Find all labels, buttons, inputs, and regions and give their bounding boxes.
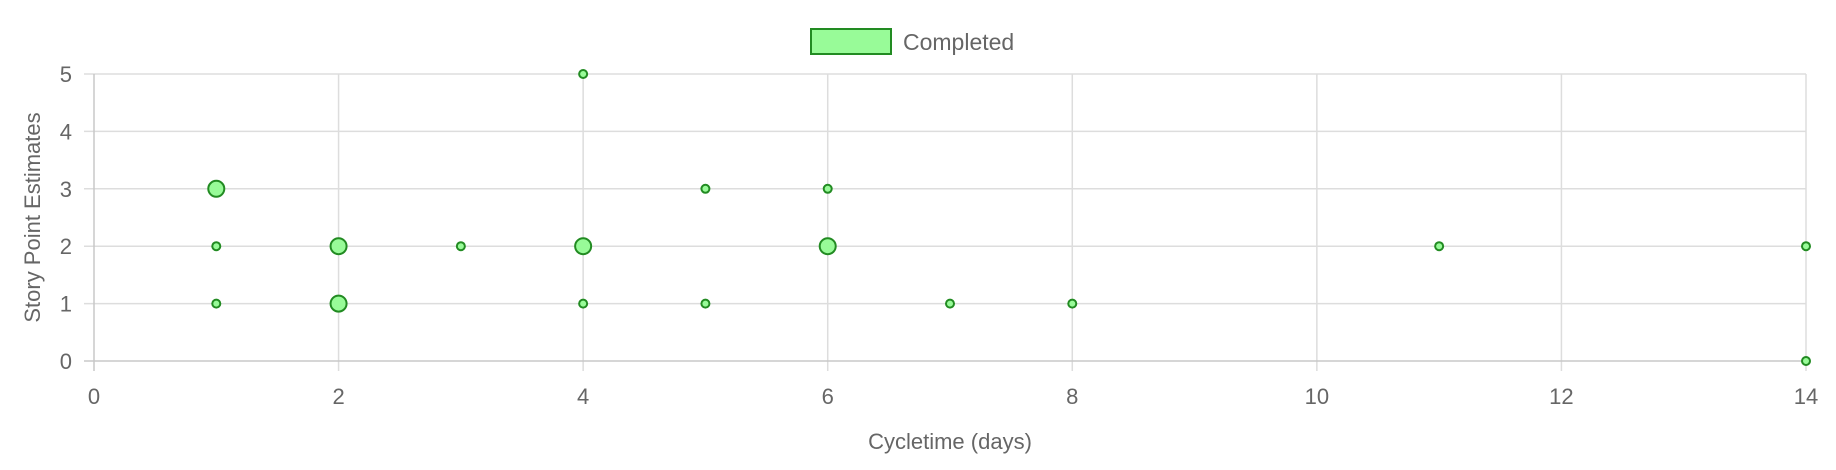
legend-label[interactable]: Completed <box>903 29 1014 55</box>
y-tick-label: 3 <box>60 177 72 202</box>
x-tick-label: 10 <box>1305 384 1329 409</box>
x-tick-label: 12 <box>1549 384 1573 409</box>
data-point[interactable] <box>822 183 833 194</box>
data-point[interactable] <box>700 183 711 194</box>
y-tick-label: 5 <box>60 62 72 87</box>
data-point[interactable] <box>211 298 222 309</box>
data-point[interactable] <box>1801 241 1811 252</box>
data-point[interactable] <box>1434 241 1445 252</box>
data-point[interactable] <box>207 179 226 198</box>
x-tick-label: 4 <box>577 384 589 409</box>
data-point[interactable] <box>329 237 348 256</box>
x-tick-label: 6 <box>822 384 834 409</box>
x-tick-label: 14 <box>1794 384 1818 409</box>
axes <box>84 74 1806 371</box>
grid-lines <box>84 73 1807 371</box>
data-point[interactable] <box>574 237 593 256</box>
data-point[interactable] <box>1067 298 1078 309</box>
legend-swatch[interactable] <box>810 28 892 55</box>
y-tick-label: 4 <box>60 119 72 144</box>
data-point[interactable] <box>818 237 837 256</box>
x-tick-label: 0 <box>88 384 100 409</box>
data-point[interactable] <box>455 241 466 252</box>
y-tick-label: 2 <box>60 234 72 259</box>
x-tick-label: 2 <box>332 384 344 409</box>
legend[interactable]: Completed <box>810 28 1014 55</box>
x-tick-label: 8 <box>1066 384 1078 409</box>
data-point[interactable] <box>329 294 348 313</box>
y-tick-label: 0 <box>60 349 72 374</box>
data-point[interactable] <box>578 69 589 79</box>
data-points <box>207 69 1811 366</box>
data-point[interactable] <box>578 298 589 309</box>
data-point[interactable] <box>700 298 711 309</box>
y-tick-label: 1 <box>60 292 72 317</box>
data-point[interactable] <box>945 298 955 309</box>
data-point[interactable] <box>211 241 222 252</box>
y-axis-title: Story Point Estimates <box>20 112 45 322</box>
data-point[interactable] <box>1801 356 1811 366</box>
x-axis-title: Cycletime (days) <box>868 429 1032 454</box>
